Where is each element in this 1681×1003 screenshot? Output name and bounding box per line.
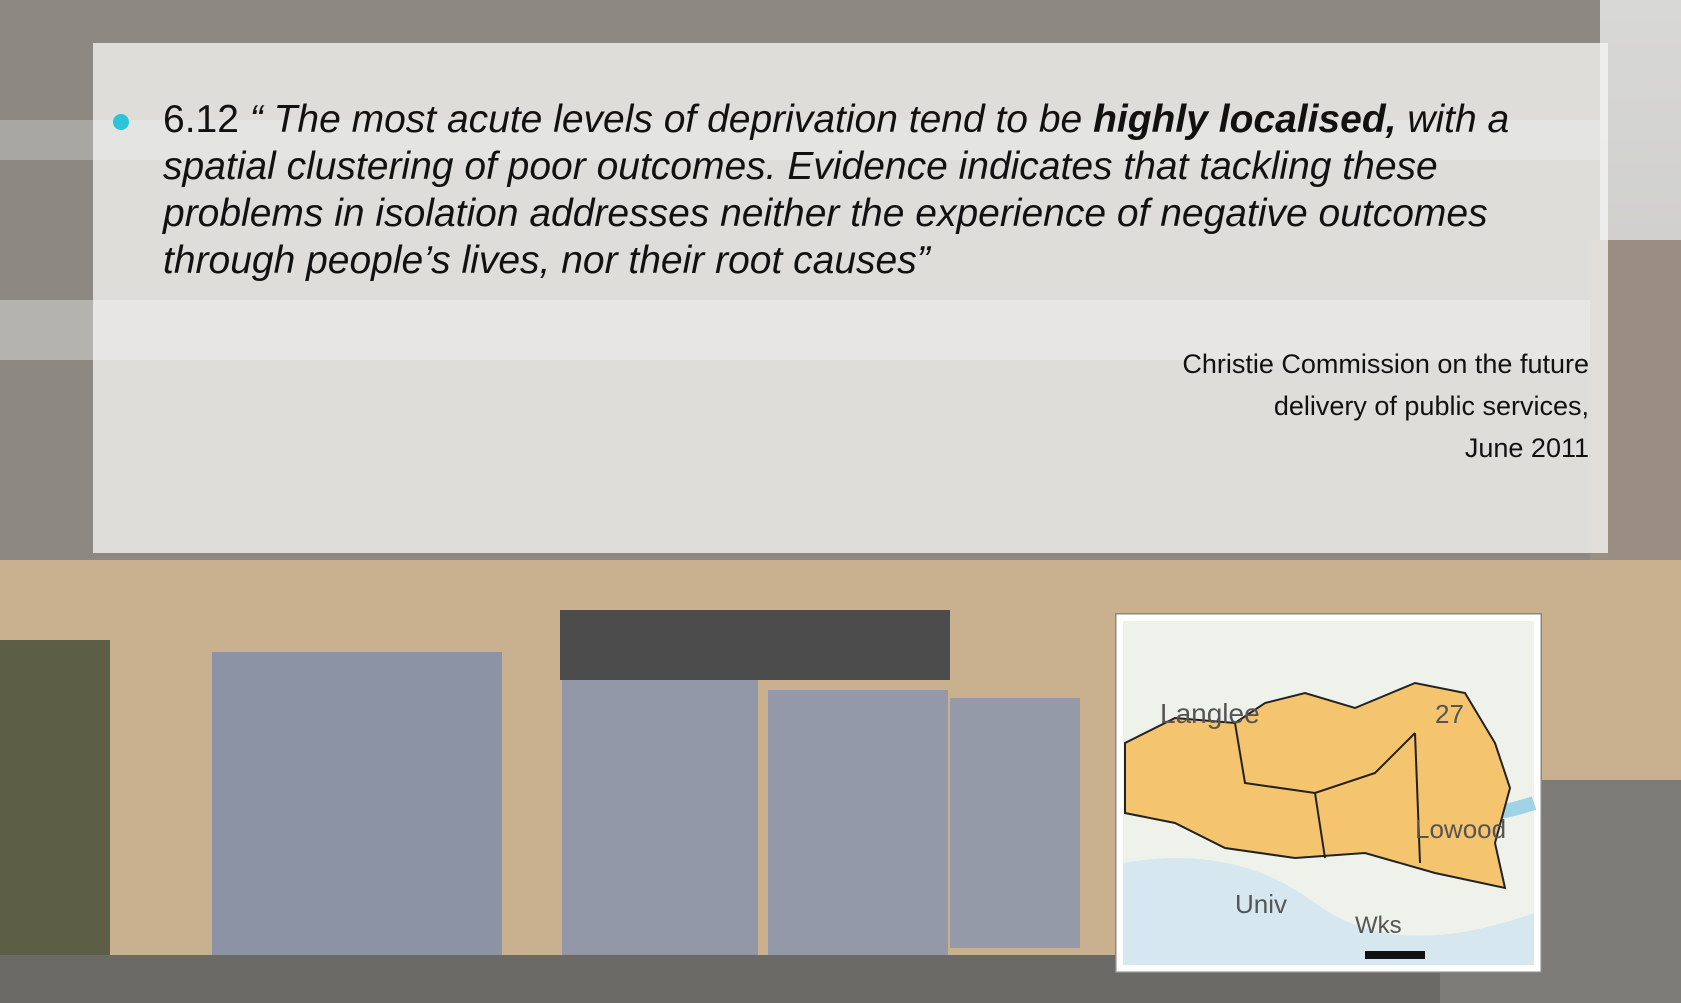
attribution-line: Christie Commission on the future (1182, 343, 1589, 385)
quote-text: 6.12 “ The most acute levels of deprivat… (163, 96, 1593, 284)
map-label: Univ (1235, 889, 1287, 919)
map-label: Lowood (1415, 814, 1506, 844)
map-label: 27 (1435, 699, 1464, 729)
map-label: Wks (1355, 912, 1402, 939)
slide: {"slide": { "bullet": { "number": "6.12"… (0, 0, 1681, 1003)
attribution-line: June 2011 (1182, 427, 1589, 469)
attribution-line: delivery of public services, (1182, 385, 1589, 427)
area-map: Langlee 27 Lowood Univ Wks (1115, 613, 1542, 973)
attribution: Christie Commission on the future delive… (1182, 343, 1589, 469)
bullet-dot (113, 114, 129, 130)
map-label: Langlee (1160, 698, 1260, 729)
quote-emphasis: highly localised, (1093, 98, 1396, 141)
quote-start: “ The most acute levels of deprivation t… (250, 98, 1093, 141)
section-number: 6.12 (163, 98, 239, 141)
